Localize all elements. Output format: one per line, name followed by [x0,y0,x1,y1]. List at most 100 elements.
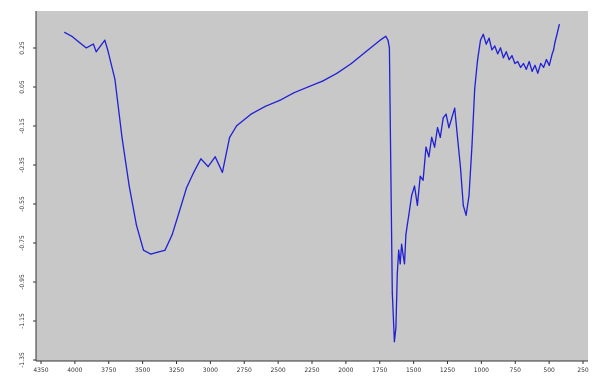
x-tick-label: 2000 [338,367,353,374]
data-point [64,31,66,33]
data-point [497,53,499,55]
data-point [387,39,389,41]
y-tick-label: 0.25 [19,41,26,55]
data-point [508,59,510,61]
data-point [491,49,493,51]
x-tick-label: 1500 [406,367,421,374]
data-point [465,214,467,216]
data-point [451,117,453,119]
data-point [553,49,555,51]
data-point [459,166,461,168]
data-point [499,47,502,49]
data-point [428,156,430,158]
data-point [531,70,533,72]
data-point [107,49,109,51]
data-point [396,272,398,275]
x-tick-label: 2250 [304,367,319,374]
data-point [264,105,266,107]
y-tick-label: -0.95 [19,274,26,290]
y-tick-label: -0.35 [19,157,26,173]
data-point [416,204,418,206]
data-point [250,113,252,115]
data-point [514,62,516,65]
data-point [517,61,519,63]
data-point [436,127,439,129]
data-point [482,33,484,35]
data-point [388,47,390,49]
x-tick-label: 4000 [67,367,82,374]
data-point [425,146,427,148]
data-point [379,39,381,41]
y-tick-label: 0.05 [19,80,26,94]
x-tick-label: 750 [510,367,522,374]
data-point [525,68,527,70]
data-point [551,53,553,55]
data-point [398,249,400,251]
data-point [142,249,145,251]
data-point [221,171,223,173]
data-point [322,80,324,82]
data-point [448,127,450,129]
data-point [150,253,152,255]
data-point [434,146,436,148]
data-point [135,224,137,226]
data-point [393,341,395,343]
data-point [350,62,352,65]
data-point [171,234,173,236]
data-point [502,57,504,59]
x-tick-label: 1250 [440,367,455,374]
data-point [520,66,522,68]
x-tick-label: 250 [577,367,589,374]
spectrum-series [64,24,560,343]
y-tick-label: -0.15 [19,118,26,134]
data-point [534,64,536,66]
data-point [511,55,513,57]
data-point [479,39,482,41]
data-point [554,41,556,43]
data-point [505,51,507,53]
data-point [413,185,416,187]
data-point [307,86,309,88]
data-point [71,35,73,37]
x-ticks: 4350 4000 3750 3500 3250 3000 2750 2500 2250 2000… [33,361,589,374]
data-point [193,171,195,173]
data-point [336,72,338,74]
data-point [494,45,496,47]
data-point [442,117,444,119]
data-point [522,62,525,65]
data-point [471,146,473,148]
data-point [401,243,403,245]
x-tick-label: 2750 [237,367,252,374]
data-point [468,195,470,197]
data-point [445,113,447,115]
data-point [92,43,94,45]
data-point [399,263,401,265]
data-point [462,204,464,206]
data-point [474,88,476,90]
data-point [558,24,560,26]
data-point [555,35,558,37]
data-point [99,45,102,47]
data-point [385,35,387,37]
data-point [488,37,490,39]
data-point [405,234,407,236]
data-point [207,166,209,168]
data-point [528,61,530,63]
y-tick-label: -1.15 [19,313,26,329]
data-point [485,43,487,45]
data-point [78,41,80,43]
data-point [104,39,106,41]
data-point [422,179,424,181]
x-tick-label: 3250 [169,367,184,374]
data-point [477,59,479,61]
y-tick-label: -1.35 [19,352,26,368]
data-point [454,107,456,109]
data-point [403,263,406,265]
data-point [408,214,410,216]
y-ticks: 0.25 0.05 -0.15 -0.35 -0.55 -0.75 -0.95 -1.15 -1… [19,41,36,368]
data-point [456,136,459,138]
data-point [548,64,550,66]
data-point [293,92,295,94]
data-point [236,125,238,127]
